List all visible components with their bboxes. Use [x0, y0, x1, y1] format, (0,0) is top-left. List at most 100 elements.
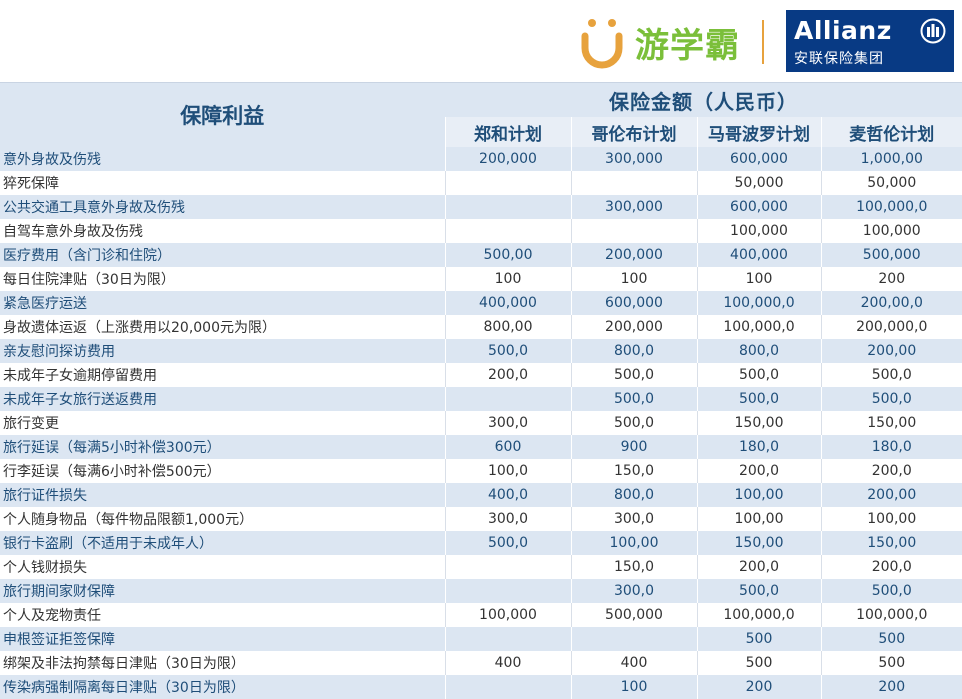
- amount-cell: 800,0: [570, 339, 697, 363]
- table-row: 个人随身物品（每件物品限额1,000元） 300,0 300,0 100,00 100,…: [0, 507, 962, 531]
- benefit-label: 公共交通工具意外身故及伤残: [0, 195, 445, 219]
- amount-cell: 200,00: [820, 339, 962, 363]
- amount-cell: 500: [820, 651, 962, 675]
- amount-column-header: 保险金额（人民币）: [445, 83, 962, 117]
- table-row: 旅行变更 300,0 500,0 150,00 150,00: [0, 411, 962, 435]
- table-row: 自驾车意外身故及伤残 100,000 100,000: [0, 219, 962, 243]
- amount-cell: [444, 387, 571, 411]
- amount-cell: 150,00: [820, 411, 962, 435]
- amount-cell: 150,00: [696, 411, 821, 435]
- plan-header-marcopolo: 马哥波罗计划: [696, 117, 821, 147]
- amount-cell: 100,00: [820, 507, 962, 531]
- amount-cell: [444, 675, 571, 699]
- table-row: 旅行延误（每满5小时补偿300元） 600 900 180,0 180,0: [0, 435, 962, 459]
- benefit-label: 自驾车意外身故及伤残: [0, 219, 445, 243]
- benefits-table: 保障利益 保险金额（人民币） 郑和计划 哥伦布计划 马哥波罗计划 麦哲伦计划 意…: [0, 83, 962, 699]
- amount-cell: 180,0: [820, 435, 962, 459]
- amount-cell: 200,0: [820, 555, 962, 579]
- amount-cell: [570, 171, 697, 195]
- table-row: 医疗费用（含门诊和住院） 500,00 200,000 400,000 500,000: [0, 243, 962, 267]
- benefit-label: 传染病强制隔离每日津贴（30日为限）: [0, 675, 445, 699]
- amount-cell: 200,00: [820, 483, 962, 507]
- table-row: 个人钱财损失 150,0 200,0 200,0: [0, 555, 962, 579]
- table-row: 银行卡盗刷（不适用于未成年人） 500,0 100,00 150,00 150,00: [0, 531, 962, 555]
- benefit-label: 旅行延误（每满5小时补偿300元）: [0, 435, 445, 459]
- amount-cell: 100,000,0: [820, 195, 962, 219]
- amount-cell: 900: [570, 435, 697, 459]
- amount-cell: [570, 219, 697, 243]
- allianz-subtitle: 安联保险集团: [794, 51, 884, 67]
- amount-cell: [444, 195, 571, 219]
- amount-cell: 200,000,0: [820, 315, 962, 339]
- amount-cell: 100,000,0: [820, 603, 962, 627]
- table-row: 申根签证拒签保障 500 500: [0, 627, 962, 651]
- benefit-label: 亲友慰问探访费用: [0, 339, 445, 363]
- table-row: 意外身故及伤残 200,000 300,000 600,000 1,000,00: [0, 147, 962, 171]
- amount-cell: 300,000: [570, 195, 697, 219]
- amount-cell: 500,000: [820, 243, 962, 267]
- amount-cell: 500,0: [820, 363, 962, 387]
- brand-name: 游学霸: [635, 25, 740, 66]
- table-row: 亲友慰问探访费用 500,0 800,0 800,0 200,00: [0, 339, 962, 363]
- table-row: 旅行证件损失 400,0 800,0 100,00 200,00: [0, 483, 962, 507]
- table-row: 未成年子女旅行送返费用 500,0 500,0 500,0: [0, 387, 962, 411]
- amount-cell: 100,000,0: [696, 603, 821, 627]
- amount-cell: 500,0: [696, 579, 821, 603]
- allianz-logo: Allianz 安联保险集团: [786, 10, 954, 72]
- amount-cell: 500,0: [444, 531, 571, 555]
- amount-cell: 100,00: [696, 483, 821, 507]
- amount-cell: 500,0: [570, 387, 697, 411]
- table-row: 绑架及非法拘禁每日津贴（30日为限） 400 400 500 500: [0, 651, 962, 675]
- benefit-label: 行李延误（每满6小时补偿500元）: [0, 459, 445, 483]
- amount-cell: [570, 627, 697, 651]
- table-row: 紧急医疗运送 400,000 600,000 100,000,0 200,00,0: [0, 291, 962, 315]
- benefit-label: 猝死保障: [0, 171, 445, 195]
- allianz-eagle-icon: [920, 18, 946, 44]
- benefit-label: 银行卡盗刷（不适用于未成年人）: [0, 531, 445, 555]
- amount-cell: 100,000: [820, 219, 962, 243]
- amount-cell: 400,000: [696, 243, 821, 267]
- amount-cell: 200,000: [570, 315, 697, 339]
- amount-cell: 300,0: [444, 507, 571, 531]
- amount-cell: 200: [820, 267, 962, 291]
- benefit-label: 每日住院津贴（30日为限）: [0, 267, 445, 291]
- amount-cell: [444, 219, 571, 243]
- amount-cell: 500: [696, 627, 821, 651]
- benefit-label: 个人及宠物责任: [0, 603, 445, 627]
- amount-cell: 100,000: [696, 219, 821, 243]
- amount-cell: 180,0: [696, 435, 821, 459]
- amount-cell: 50,000: [696, 171, 821, 195]
- amount-cell: 300,0: [570, 579, 697, 603]
- benefit-label: 旅行变更: [0, 411, 445, 435]
- benefit-label: 紧急医疗运送: [0, 291, 445, 315]
- amount-cell: 100: [570, 675, 697, 699]
- amount-cell: 400: [570, 651, 697, 675]
- amount-cell: 200,0: [696, 459, 821, 483]
- amount-cell: 600,000: [696, 195, 821, 219]
- amount-cell: 600: [444, 435, 571, 459]
- amount-cell: 150,00: [696, 531, 821, 555]
- amount-cell: 200: [820, 675, 962, 699]
- amount-cell: [444, 171, 571, 195]
- amount-cell: 200: [696, 675, 821, 699]
- amount-cell: 200,00,0: [820, 291, 962, 315]
- amount-cell: 200,0: [696, 555, 821, 579]
- youxueba-logo: 游学霸: [579, 14, 740, 70]
- amount-cell: 100,00: [696, 507, 821, 531]
- amount-cell: 500,00: [444, 243, 571, 267]
- amount-cell: 200,0: [444, 363, 571, 387]
- amount-cell: 600,000: [570, 291, 697, 315]
- benefit-column-header: 保障利益: [0, 83, 445, 147]
- amount-cell: 400: [444, 651, 571, 675]
- amount-cell: [444, 627, 571, 651]
- amount-cell: 500,000: [570, 603, 697, 627]
- logo-divider: [762, 20, 764, 64]
- amount-cell: 100: [570, 267, 697, 291]
- plan-header-columbus: 哥伦布计划: [570, 117, 697, 147]
- amount-cell: 100: [696, 267, 821, 291]
- plan-header-zhenghe: 郑和计划: [444, 117, 571, 147]
- amount-cell: 800,0: [570, 483, 697, 507]
- benefit-label: 医疗费用（含门诊和住院）: [0, 243, 445, 267]
- benefit-label: 个人随身物品（每件物品限额1,000元）: [0, 507, 445, 531]
- amount-cell: 150,0: [570, 459, 697, 483]
